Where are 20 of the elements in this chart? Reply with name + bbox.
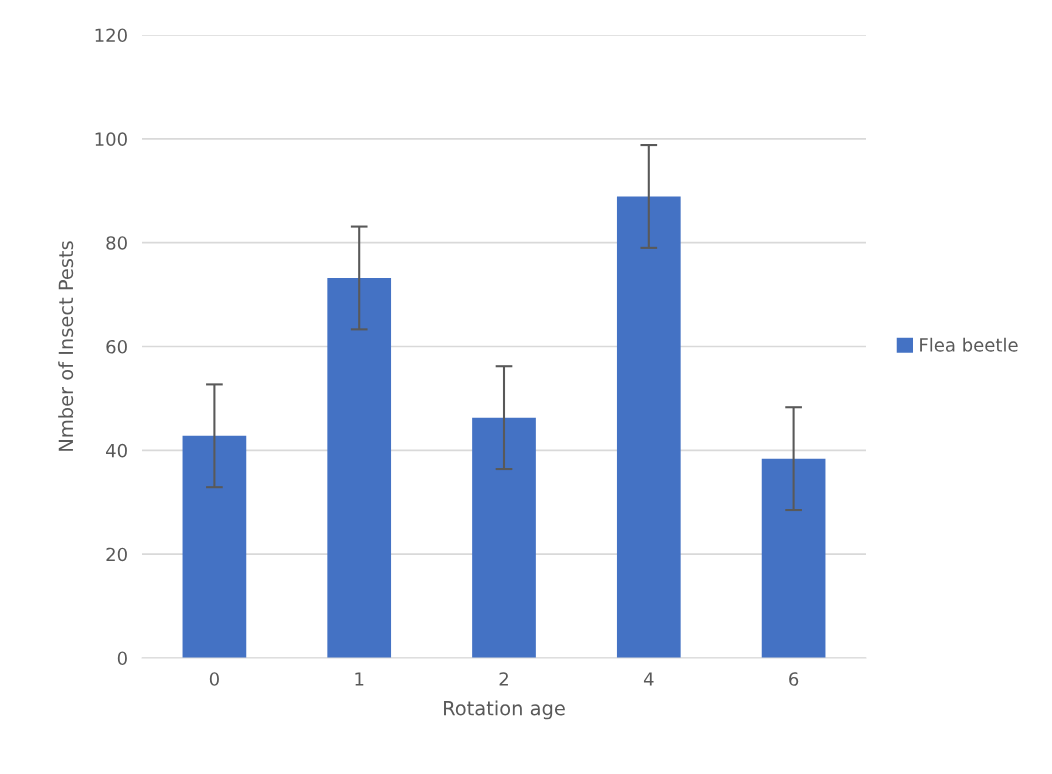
- y-tick-label: 120: [95, 28, 127, 43]
- bar: [327, 277, 392, 658]
- y-tick-label: 80: [106, 236, 127, 250]
- x-tick-label: 1: [355, 672, 364, 686]
- y-tick-label: 60: [106, 339, 127, 354]
- y-axis-title: Nmber of Insect Pests: [58, 241, 74, 451]
- x-tick-label: 4: [643, 672, 654, 686]
- x-axis-title: Rotation age: [444, 700, 565, 720]
- y-tick-label: 0: [117, 651, 127, 666]
- bar: [182, 435, 247, 658]
- x-tick-label: 2: [499, 672, 508, 686]
- legend-label: Flea beetle: [920, 337, 1018, 352]
- bar: [761, 458, 826, 658]
- y-tick-label: 40: [106, 443, 127, 458]
- x-tick-label: 6: [789, 672, 799, 686]
- y-tick-label: 100: [95, 132, 127, 146]
- bar: [616, 196, 681, 658]
- x-tick-label: 0: [209, 672, 219, 686]
- bar: [472, 417, 536, 658]
- y-tick-label: 20: [106, 547, 127, 562]
